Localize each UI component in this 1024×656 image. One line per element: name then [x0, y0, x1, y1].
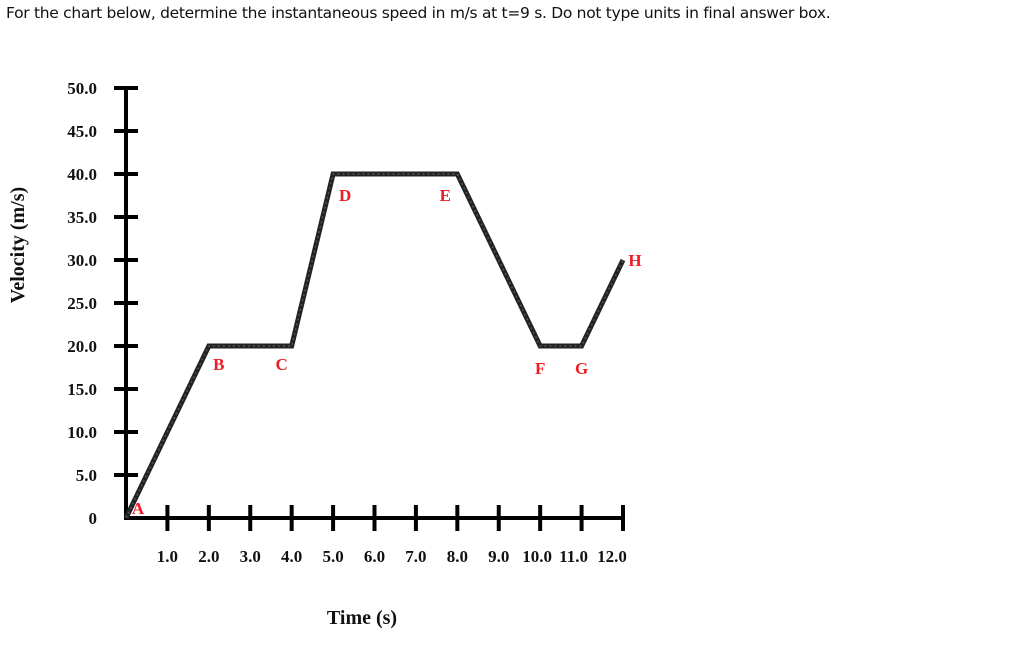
- point-label-f: F: [535, 359, 545, 378]
- y-tick-label: 40.0: [67, 165, 97, 184]
- velocity-polyline: [123, 171, 626, 520]
- point-label-e: E: [440, 186, 451, 205]
- x-axis-title: Time (s): [327, 607, 397, 629]
- y-axis-title: Velocity (m/s): [7, 187, 29, 303]
- y-tick-label: 25.0: [67, 294, 97, 313]
- x-tick-label: 12.0: [597, 547, 627, 566]
- x-tick-label: 11.0: [559, 547, 588, 566]
- x-tick-label: 7.0: [405, 547, 426, 566]
- x-tick-label: 5.0: [322, 547, 343, 566]
- point-label-g: G: [575, 359, 588, 378]
- x-tick-label: 3.0: [240, 547, 261, 566]
- y-tick-label: 30.0: [67, 251, 97, 270]
- y-axis: 0 5.0 10.0 15.0 20.0 25.0 30.0 35.0 40.0 45.0 50.0: [67, 79, 138, 528]
- x-tick-label: 8.0: [447, 547, 468, 566]
- x-axis: 1.0 2.0 3.0 4.0 5.0 6.0 7.0 8.0 9.0 10.0 11.0 12.0: [124, 505, 627, 566]
- x-tick-label: 6.0: [364, 547, 385, 566]
- y-tick-label: 50.0: [67, 79, 97, 98]
- y-tick-label: 45.0: [67, 122, 97, 141]
- x-tick-label: 10.0: [522, 547, 552, 566]
- velocity-line: [123, 171, 626, 520]
- x-tick-label: 9.0: [488, 547, 509, 566]
- y-tick-label: 15.0: [67, 380, 97, 399]
- x-tick-label: 4.0: [281, 547, 302, 566]
- point-label-b: B: [213, 355, 224, 374]
- point-label-h: H: [628, 251, 641, 270]
- point-label-d: D: [339, 186, 351, 205]
- y-tick-label: 5.0: [76, 466, 97, 485]
- x-tick-label: 1.0: [157, 547, 178, 566]
- y-tick-label: 10.0: [67, 423, 97, 442]
- point-labels: A B C D E F G H: [132, 186, 642, 518]
- point-label-a: A: [132, 499, 145, 518]
- point-label-c: C: [276, 355, 288, 374]
- y-tick-label: 0: [89, 509, 98, 528]
- question-text: For the chart below, determine the insta…: [6, 4, 831, 22]
- x-tick-label: 2.0: [198, 547, 219, 566]
- y-tick-label: 20.0: [67, 337, 97, 356]
- y-tick-label: 35.0: [67, 208, 97, 227]
